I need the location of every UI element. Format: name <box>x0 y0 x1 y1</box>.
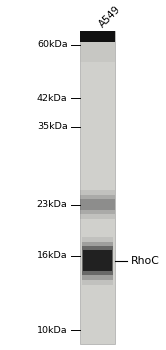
Text: 35kDa: 35kDa <box>37 122 68 131</box>
Bar <box>80 190 115 219</box>
Bar <box>80 42 115 62</box>
Bar <box>82 237 113 285</box>
Bar <box>80 30 115 42</box>
Text: 23kDa: 23kDa <box>37 200 68 209</box>
Bar <box>80 195 115 215</box>
Bar <box>80 198 115 210</box>
Bar <box>82 242 113 280</box>
Text: 60kDa: 60kDa <box>37 40 68 49</box>
Bar <box>83 250 112 271</box>
Text: A549: A549 <box>97 4 123 29</box>
Bar <box>82 246 113 275</box>
Bar <box>80 30 115 344</box>
Text: 42kDa: 42kDa <box>37 94 68 103</box>
Text: 16kDa: 16kDa <box>37 251 68 260</box>
Text: RhoC: RhoC <box>130 256 159 266</box>
Text: 10kDa: 10kDa <box>37 326 68 335</box>
